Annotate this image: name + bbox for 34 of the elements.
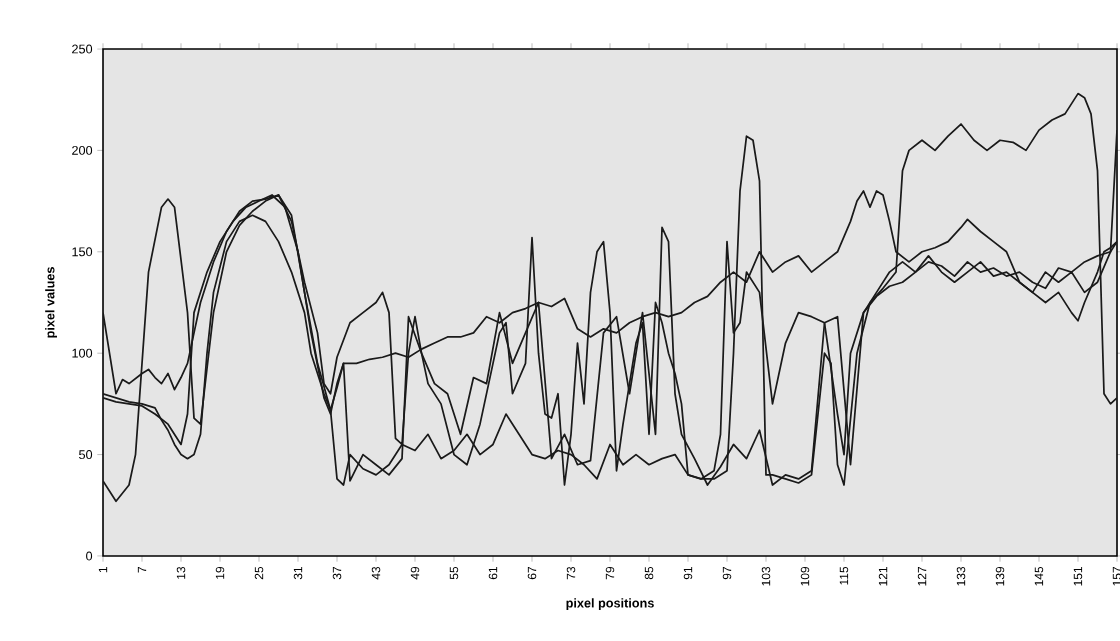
x-tick-label: 73 [566,566,576,580]
x-axis-title: pixel positions [566,598,654,611]
x-tick-label: 139 [995,566,1005,586]
x-tick-label: 1 [98,566,108,573]
x-tick-label: 145 [1034,566,1044,586]
x-tick-label: 97 [722,567,732,580]
x-tick-label: 43 [371,566,381,580]
x-tick-label: 85 [644,566,654,580]
x-tick-label: 127 [917,567,927,586]
y-tick-label: 100 [72,348,93,358]
x-tick-label: 151 [1073,566,1083,586]
x-tick-label: 19 [215,566,225,579]
y-tick-label: 200 [72,145,93,155]
x-tick-label: 31 [293,566,303,580]
y-tick-label: 0 [86,551,93,561]
x-tick-label: 103 [761,566,771,586]
x-tick-label: 79 [605,566,615,580]
x-tick-label: 7 [137,567,147,573]
x-tick-label: 115 [839,566,849,585]
x-tick-label: 25 [254,566,264,580]
x-tick-label: 109 [800,566,810,586]
x-tick-label: 121 [878,566,888,586]
x-tick-label: 37 [332,567,342,580]
y-tick-label: 250 [72,44,93,54]
x-tick-label: 133 [956,566,966,586]
x-tick-label: 13 [176,566,186,579]
y-tick-label: 50 [79,450,93,460]
x-tick-label: 61 [488,566,498,580]
y-axis-title: pixel values [45,267,57,338]
x-tick-label: 49 [410,566,420,580]
x-tick-label: 67 [527,567,537,580]
y-tick-label: 150 [72,247,93,257]
x-tick-label: 55 [449,566,459,580]
x-tick-label: 91 [683,566,693,580]
